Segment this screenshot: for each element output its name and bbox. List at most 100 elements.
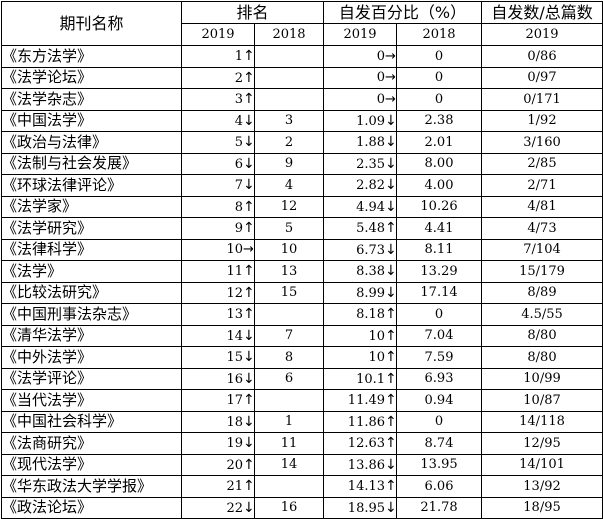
trend-up-icon: ↑ [385, 435, 397, 452]
trend-up-icon: ↑ [243, 306, 255, 323]
pct-2019-cell: 8.18↑ [323, 303, 398, 326]
trend-up-icon: ↑ [243, 198, 255, 215]
journal-name-cell: 《当代法学》 [1, 389, 182, 412]
journal-name-cell: 《华东政法大学学报》 [1, 475, 182, 498]
ratio-2019-cell: 1/92 [481, 109, 603, 132]
table-row: 《中外法学》 15↓ 8 10↑ 7.59 8/80 [1, 346, 603, 369]
pct-2018-cell: 10.26 [396, 195, 483, 218]
header-ratio-2019: 2019 [481, 23, 603, 46]
journal-name-cell: 《法商研究》 [1, 432, 182, 455]
pct-2019-cell: 2.82↓ [323, 174, 398, 197]
trend-down-icon: ↓ [385, 177, 397, 194]
value-text: 4 [234, 113, 243, 129]
rank-2018-cell: 4 [253, 174, 325, 197]
trend-up-icon: ↑ [385, 392, 397, 409]
trend-up-icon: ↑ [385, 327, 397, 344]
trend-down-icon: ↓ [243, 413, 255, 430]
rank-2018-cell: 15 [253, 281, 325, 304]
rank-2018-cell: 16 [253, 496, 325, 519]
journal-name-cell: 《法学杂志》 [1, 88, 182, 111]
pct-2018-cell: 8.11 [396, 238, 483, 261]
journal-name-cell: 《东方法学》 [1, 45, 182, 68]
table-row: 《法学评论》 16↓ 6 10.1↑ 6.93 10/99 [1, 367, 603, 390]
table-row: 《法学》 11↑ 13 8.38↓ 13.29 15/179 [1, 260, 603, 283]
ratio-2019-cell: 18/95 [481, 496, 603, 519]
rank-2018-cell [253, 88, 325, 111]
pct-2018-cell: 4.00 [396, 174, 483, 197]
value-text: 8.18 [356, 307, 386, 323]
pct-2018-cell: 7.04 [396, 324, 483, 347]
trend-up-icon: ↑ [243, 48, 255, 65]
table-row: 《法学研究》 9↑ 5 5.48↑ 4.41 4/73 [1, 217, 603, 240]
trend-down-icon: ↓ [243, 499, 255, 516]
pct-2019-cell: 13.86↓ [323, 453, 398, 476]
trend-down-icon: ↓ [243, 327, 255, 344]
pct-2018-cell: 17.14 [396, 281, 483, 304]
trend-up-icon: ↑ [385, 349, 397, 366]
value-text: 13.86 [347, 457, 386, 473]
rank-2019-cell: 10→ [181, 238, 255, 261]
trend-down-icon: ↓ [243, 155, 255, 172]
header-rank-2019: 2019 [181, 23, 255, 46]
value-text: 3 [234, 92, 243, 108]
table-row: 《东方法学》 1↑ 0→ 0 0/86 [1, 45, 603, 68]
header-pct-group: 自发百分比（%） [323, 1, 483, 24]
table-header: 期刊名称 排名 自发百分比（%） 自发数/总篇数 2019 2018 2019 … [1, 1, 603, 46]
value-text: 5.48 [356, 221, 386, 237]
trend-up-icon: ↑ [243, 220, 255, 237]
header-rank-2018: 2018 [253, 23, 325, 46]
value-text: 11.86 [347, 414, 386, 430]
rank-2019-cell: 1↑ [181, 45, 255, 68]
trend-up-icon: ↑ [243, 284, 255, 301]
header-pct-2018: 2018 [396, 23, 483, 46]
trend-down-icon: ↓ [385, 155, 397, 172]
journal-name-cell: 《政法论坛》 [1, 496, 182, 519]
table-row: 《现代法学》 20↑ 14 13.86↓ 13.95 14/101 [1, 453, 603, 476]
journal-name-cell: 《环球法律评论》 [1, 174, 182, 197]
rank-2018-cell [253, 475, 325, 498]
table-row: 《法商研究》 19↓ 11 12.63↑ 8.74 12/95 [1, 432, 603, 455]
value-text: 18 [226, 414, 243, 430]
value-text: 8.38 [356, 264, 386, 280]
table-row: 《中国社会科学》 18↓ 1 11.86↑ 0 14/118 [1, 410, 603, 433]
trend-down-icon: ↓ [243, 349, 255, 366]
header-ratio-group: 自发数/总篇数 [481, 1, 603, 24]
pct-2019-cell: 11.86↑ [323, 410, 398, 433]
pct-2018-cell: 4.41 [396, 217, 483, 240]
table-row: 《法学论坛》 2↑ 0→ 0 0/97 [1, 66, 603, 89]
table-row: 《环球法律评论》 7↓ 4 2.82↓ 4.00 2/71 [1, 174, 603, 197]
value-text: 0 [376, 48, 386, 64]
rank-2019-cell: 22↓ [181, 496, 255, 519]
trend-up-icon: ↑ [243, 392, 255, 409]
rank-2018-cell: 8 [253, 346, 325, 369]
value-text: 13 [226, 307, 243, 323]
rank-2018-cell: 3 [253, 109, 325, 132]
trend-up-icon: ↑ [243, 91, 255, 108]
journal-name-cell: 《法学评论》 [1, 367, 182, 390]
trend-flat-icon: → [385, 70, 396, 86]
journal-name-cell: 《中国社会科学》 [1, 410, 182, 433]
pct-2018-cell: 0 [396, 410, 483, 433]
ratio-2019-cell: 7/104 [481, 238, 603, 261]
rank-2019-cell: 3↑ [181, 88, 255, 111]
rank-2019-cell: 4↓ [181, 109, 255, 132]
value-text: 8 [234, 199, 243, 215]
table-row: 《比较法研究》 12↑ 15 8.99↓ 17.14 8/89 [1, 281, 603, 304]
trend-up-icon: ↑ [385, 413, 397, 430]
trend-down-icon: ↓ [385, 284, 397, 301]
journal-name-cell: 《中国刑事法杂志》 [1, 303, 182, 326]
pct-2018-cell: 8.74 [396, 432, 483, 455]
trend-up-icon: ↑ [243, 478, 255, 495]
pct-2019-cell: 10↑ [323, 346, 398, 369]
journal-name-cell: 《法律科学》 [1, 238, 182, 261]
table-row: 《中国法学》 4↓ 3 1.09↓ 2.38 1/92 [1, 109, 603, 132]
pct-2019-cell: 2.35↓ [323, 152, 398, 175]
pct-2018-cell: 0 [396, 45, 483, 68]
value-text: 5 [234, 135, 243, 151]
rank-2019-cell: 6↓ [181, 152, 255, 175]
rank-2018-cell [253, 389, 325, 412]
rank-2018-cell: 7 [253, 324, 325, 347]
pct-2019-cell: 0→ [323, 45, 398, 68]
ratio-2019-cell: 2/85 [481, 152, 603, 175]
